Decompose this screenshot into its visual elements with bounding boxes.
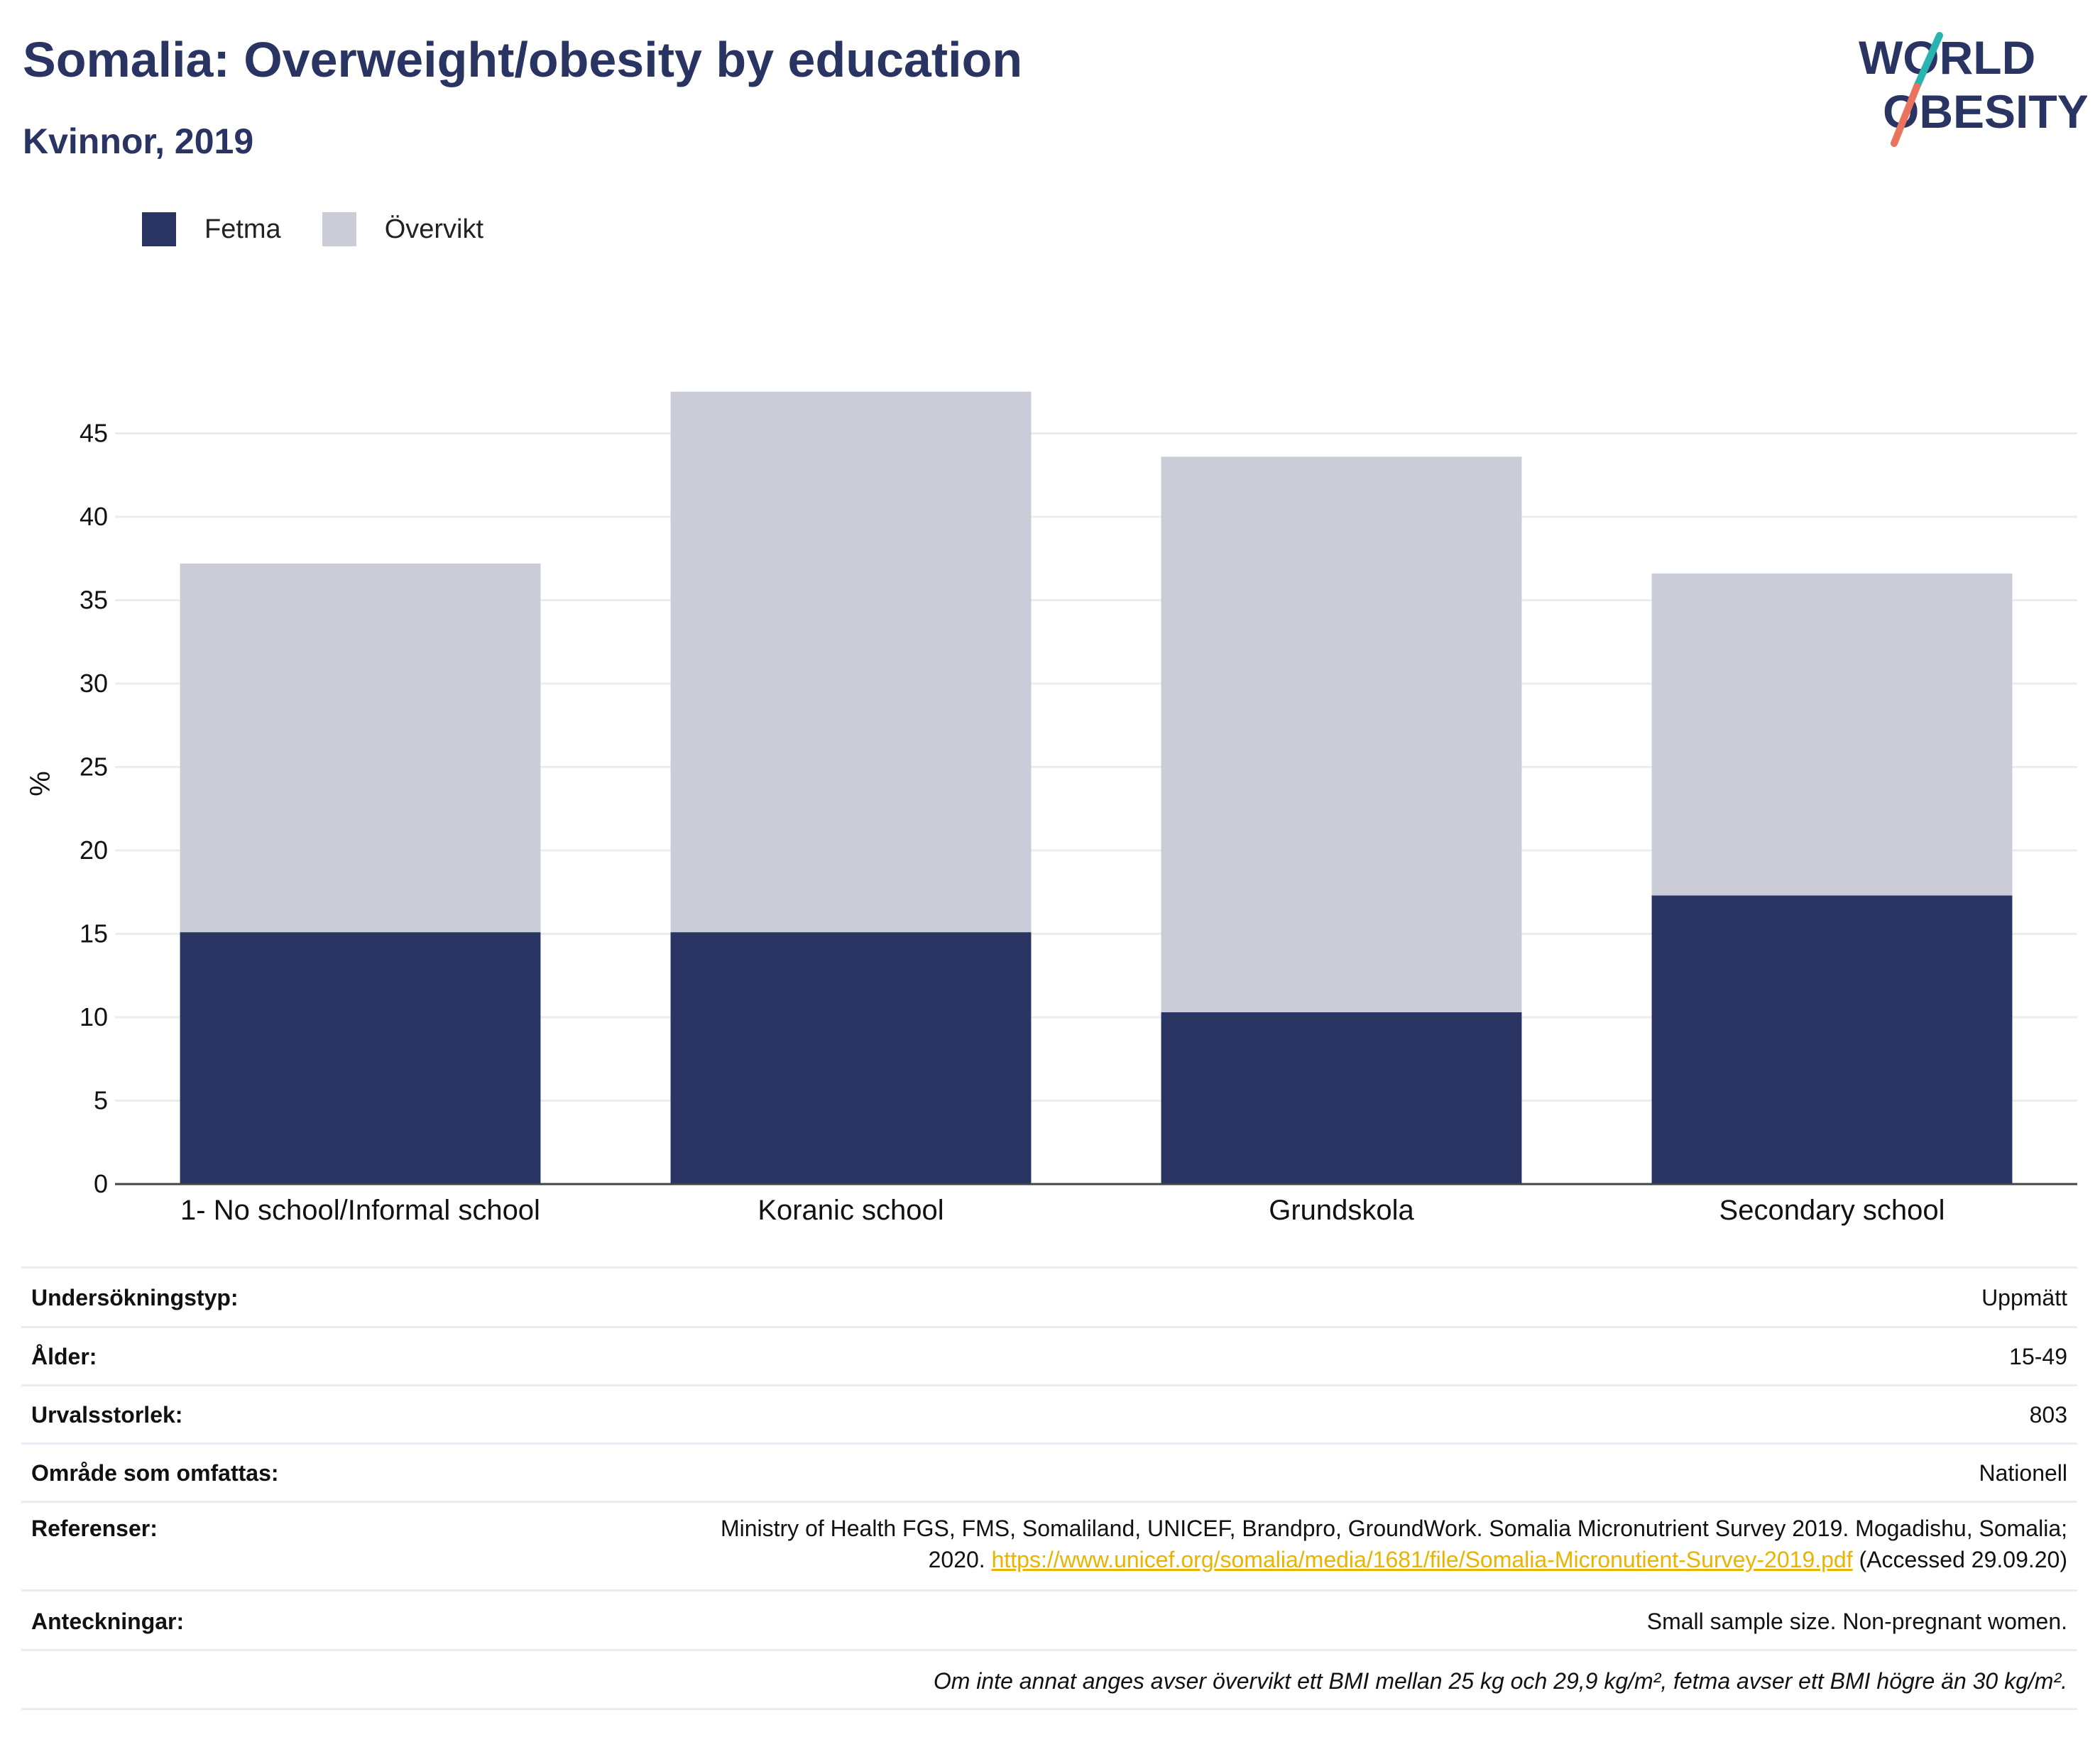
meta-label-notes: Anteckningar: bbox=[31, 1609, 185, 1634]
bar-overvikt[interactable] bbox=[1651, 573, 2013, 896]
bar-chart: 0 5 10 15 20 25 30 35 40 45% 1- No school/Informal… bbox=[25, 391, 2077, 1226]
meta-row-sample-size: Urvalsstorlek: 803 bbox=[21, 1384, 2077, 1442]
logo-text-world: WORLD bbox=[1859, 31, 2035, 84]
legend-swatch-fetma bbox=[142, 212, 176, 246]
x-category-label: Grundskola bbox=[1269, 1195, 1414, 1226]
reference-text-line2-suffix: (Accessed 29.09.20) bbox=[1859, 1547, 2068, 1572]
chart-title: Somalia: Overweight/obesity by education bbox=[23, 32, 1023, 87]
meta-label-area: Område som omfattas: bbox=[31, 1460, 279, 1486]
meta-label-survey-type: Undersökningstyp: bbox=[31, 1285, 239, 1310]
bar-fetma[interactable] bbox=[670, 932, 1032, 1184]
bar-overvikt[interactable] bbox=[180, 563, 541, 933]
meta-row-survey-type: Undersökningstyp: Uppmätt bbox=[21, 1266, 2077, 1326]
bar-fetma[interactable] bbox=[180, 932, 541, 1184]
legend-label-fetma: Fetma bbox=[204, 214, 281, 244]
legend-item-overvikt[interactable]: Övervikt bbox=[322, 212, 483, 246]
logo-slash-top bbox=[1913, 32, 1943, 90]
meta-label-sample-size: Urvalsstorlek: bbox=[31, 1402, 183, 1428]
chart-subtitle: Kvinnor, 2019 bbox=[23, 121, 254, 161]
y-tick-label: 35 bbox=[80, 586, 108, 615]
y-tick-label: 40 bbox=[80, 502, 108, 531]
logo-slash-bottom bbox=[1891, 83, 1920, 147]
meta-row-age: Ålder: 15-49 bbox=[21, 1326, 2077, 1384]
chart-legend: Fetma Övervikt bbox=[142, 210, 525, 248]
meta-value-survey-type: Uppmätt bbox=[1981, 1285, 2067, 1310]
y-tick-label: 25 bbox=[80, 752, 108, 782]
legend-label-overvikt: Övervikt bbox=[384, 214, 484, 244]
y-tick-label: 15 bbox=[80, 919, 108, 948]
legend-swatch-overvikt bbox=[322, 212, 356, 246]
y-tick-label: 20 bbox=[80, 836, 108, 865]
meta-label-references: Referenser: bbox=[31, 1516, 158, 1541]
bar-overvikt[interactable] bbox=[1161, 456, 1522, 1012]
metadata-table: Undersökningstyp: Uppmätt Ålder: 15-49 U… bbox=[21, 1266, 2077, 1710]
meta-row-area: Område som omfattas: Nationell bbox=[21, 1442, 2077, 1501]
legend-item-fetma[interactable]: Fetma bbox=[142, 212, 281, 246]
meta-label-age: Ålder: bbox=[31, 1344, 97, 1369]
meta-row-notes: Anteckningar: Small sample size. Non-pre… bbox=[21, 1589, 2077, 1649]
y-tick-label: 0 bbox=[94, 1169, 108, 1198]
y-tick-label: 30 bbox=[80, 669, 108, 698]
world-obesity-logo: WORLD OBESITY bbox=[1859, 31, 2087, 147]
reference-text-line2-prefix: 2020. bbox=[928, 1547, 985, 1572]
y-tick-label: 10 bbox=[80, 1002, 108, 1031]
reference-link[interactable]: https://www.unicef.org/somalia/media/168… bbox=[991, 1547, 1853, 1572]
meta-footnote: Om inte annat anges avser övervikt ett B… bbox=[933, 1668, 2067, 1694]
reference-text-line1: Ministry of Health FGS, FMS, Somaliland,… bbox=[720, 1516, 2067, 1541]
y-axis-title: % bbox=[25, 771, 56, 796]
meta-value-sample-size: 803 bbox=[2029, 1402, 2067, 1428]
x-category-label: 1- No school/Informal school bbox=[180, 1195, 540, 1226]
meta-value-age: 15-49 bbox=[2009, 1344, 2067, 1369]
meta-value-notes: Small sample size. Non-pregnant women. bbox=[1646, 1609, 2067, 1634]
meta-row-references: Referenser: Ministry of Health FGS, FMS,… bbox=[21, 1501, 2077, 1589]
meta-value-references: Ministry of Health FGS, FMS, Somaliland,… bbox=[721, 1513, 2067, 1575]
bar-overvikt[interactable] bbox=[670, 391, 1032, 933]
y-tick-label: 5 bbox=[94, 1086, 108, 1115]
bar-fetma[interactable] bbox=[1161, 1012, 1522, 1184]
meta-value-area: Nationell bbox=[1979, 1460, 2067, 1486]
x-category-label: Secondary school bbox=[1719, 1195, 1945, 1226]
y-tick-label: 45 bbox=[80, 419, 108, 448]
meta-row-footnote: Om inte annat anges avser övervikt ett B… bbox=[21, 1649, 2077, 1710]
bar-fetma[interactable] bbox=[1651, 895, 2013, 1184]
x-category-label: Koranic school bbox=[758, 1195, 944, 1226]
